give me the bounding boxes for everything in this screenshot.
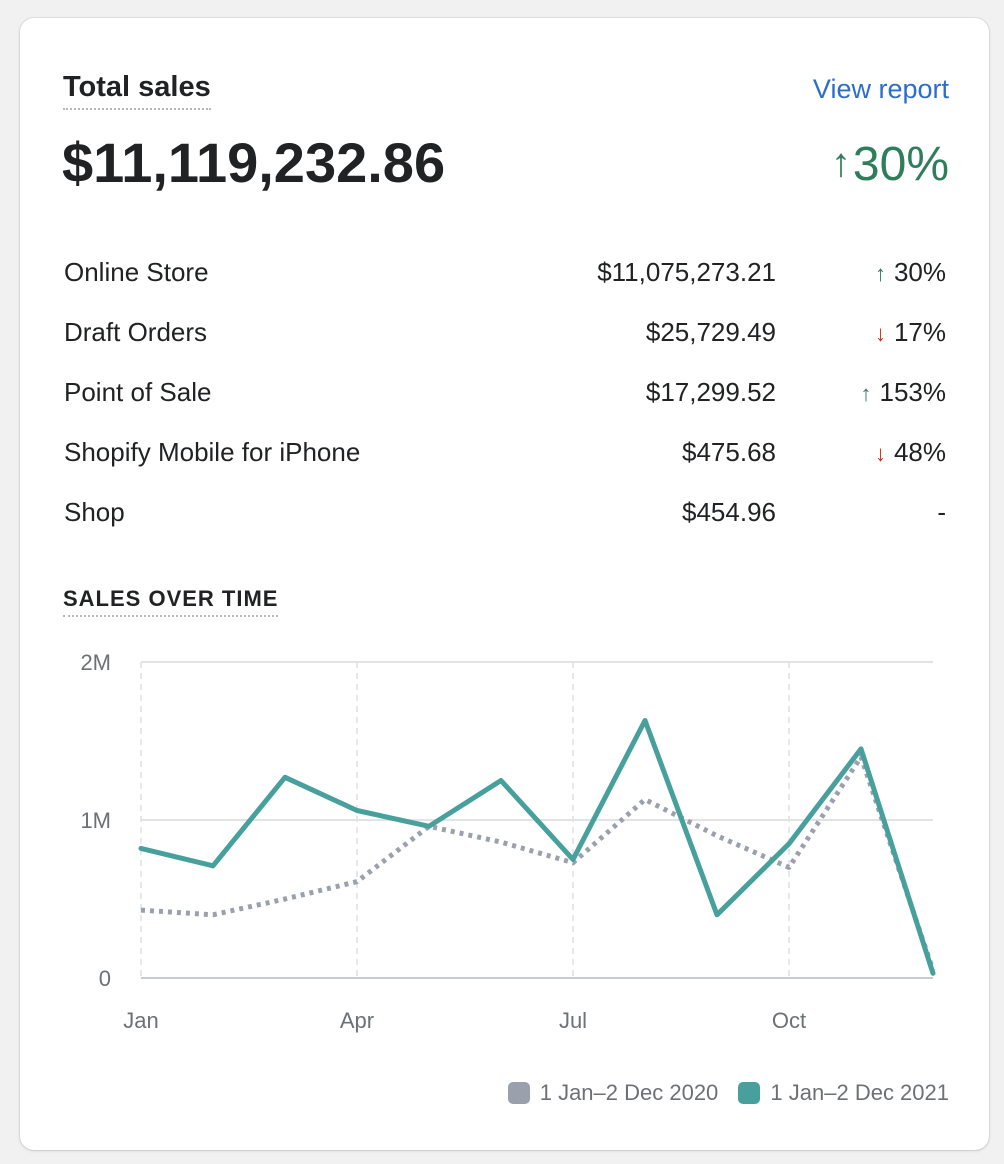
channel-change: ↑ 30% (875, 250, 946, 296)
channel-change: ↓ 17% (875, 310, 946, 356)
channel-amount: $17,299.52 (645, 377, 776, 407)
channel-change-value: 153% (879, 377, 947, 407)
x-tick-label: Oct (772, 1008, 806, 1033)
x-tick-label: Apr (340, 1008, 374, 1033)
channel-name: Draft Orders (64, 317, 208, 347)
arrow-down-icon: ↓ (874, 321, 886, 346)
channel-change-value: - (937, 497, 946, 527)
channel-breakdown: Online Store $11,075,273.21 ↑ 30% Draft O… (64, 250, 946, 550)
y-tick-label: 0 (99, 966, 111, 991)
channel-change: ↓ 48% (875, 430, 946, 476)
total-sales-value: $11,119,232.86 (62, 131, 446, 194)
channel-row: Online Store $11,075,273.21 ↑ 30% (64, 250, 946, 310)
channel-change: - (937, 490, 946, 534)
arrow-up-icon: ↑ (860, 381, 872, 406)
chart-legend: 1 Jan–2 Dec 2020 1 Jan–2 Dec 2021 (494, 1078, 949, 1108)
channel-amount: $25,729.49 (645, 317, 776, 347)
total-change-value: 30% (852, 138, 949, 191)
channel-row: Draft Orders $25,729.49 ↓ 17% (64, 310, 946, 370)
legend-swatch (738, 1082, 761, 1104)
channel-amount: $11,075,273.21 (597, 257, 776, 287)
arrow-down-icon: ↓ (874, 441, 886, 466)
channel-name: Online Store (64, 257, 209, 287)
total-change: ↑30% (831, 130, 949, 198)
card-title[interactable]: Total sales (63, 70, 211, 110)
channel-change-value: 17% (893, 317, 946, 347)
series-line-2021 (138, 718, 936, 976)
view-report-link[interactable]: View report (812, 74, 949, 104)
legend-swatch (507, 1082, 530, 1104)
y-tick-label: 2M (80, 650, 111, 675)
sales-over-time-chart: 0 1M 2M Jan Apr Jul Oct (80, 650, 936, 1033)
channel-row: Shop $454.96 - (64, 490, 946, 550)
channel-change-value: 30% (893, 257, 946, 287)
arrow-up-icon: ↑ (830, 141, 851, 185)
total-sales-card: Total sales View report $11,119,232.86 ↑… (20, 18, 989, 1150)
legend-label: 1 Jan–2 Dec 2020 (539, 1080, 719, 1105)
channel-amount: $475.68 (682, 437, 776, 467)
x-tick-label: Jul (559, 1008, 587, 1033)
legend-label: 1 Jan–2 Dec 2021 (770, 1080, 949, 1105)
arrow-up-icon: ↑ (874, 261, 886, 286)
y-tick-label: 1M (80, 808, 111, 833)
channel-name: Shopify Mobile for iPhone (64, 437, 361, 467)
series-line-2020 (140, 754, 936, 971)
x-tick-label: Jan (123, 1008, 158, 1033)
channel-amount: $454.96 (682, 497, 776, 527)
channel-row: Shopify Mobile for iPhone $475.68 ↓ 48% (64, 430, 946, 490)
channel-name: Shop (64, 497, 125, 527)
channel-row: Point of Sale $17,299.52 ↑ 153% (64, 370, 946, 430)
channel-change-value: 48% (893, 437, 946, 467)
channel-name: Point of Sale (64, 377, 212, 407)
legend-item-previous[interactable]: 1 Jan–2 Dec 2020 (507, 1078, 719, 1108)
legend-item-current[interactable]: 1 Jan–2 Dec 2021 (738, 1078, 949, 1108)
channel-change: ↑ 153% (861, 370, 947, 416)
chart-title[interactable]: SALES OVER TIME (63, 586, 279, 617)
